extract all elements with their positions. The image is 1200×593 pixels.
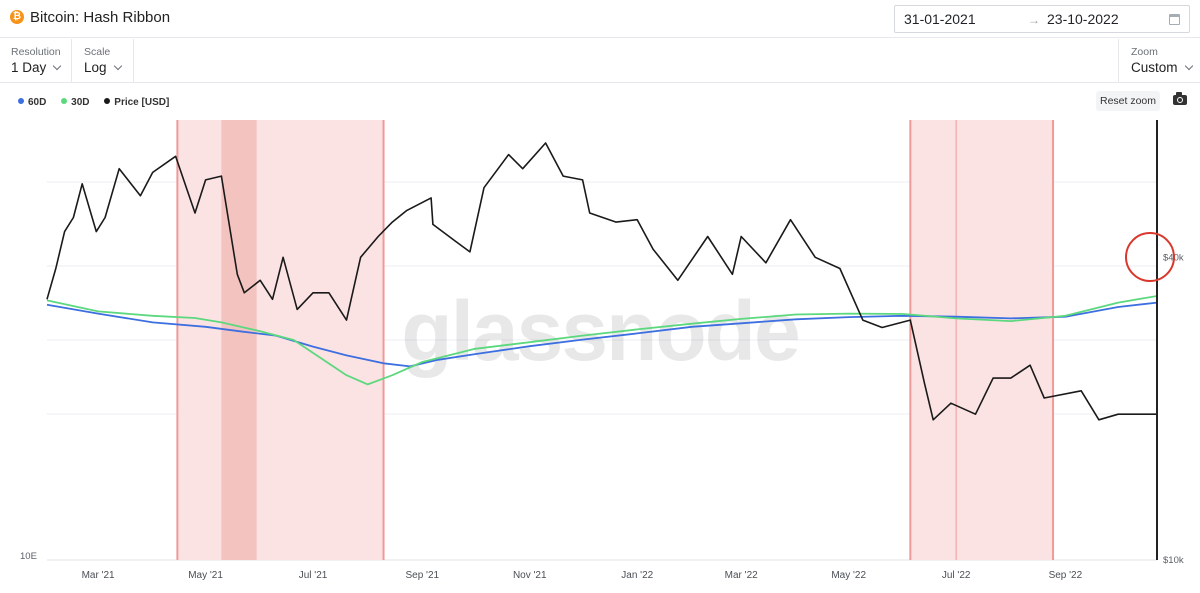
legend-dot [18,98,24,104]
header-bar: ₿ Bitcoin: Hash Ribbon 31-01-2021 → 23-1… [0,0,1200,38]
legend-item-price[interactable]: Price [USD] [104,97,169,108]
highlight-circle [1125,232,1175,282]
x-tick-label: Mar '22 [725,570,758,581]
x-tick-label: Mar '21 [82,570,115,581]
series-line-2 [46,142,1157,421]
x-tick-label: Sep '22 [1049,570,1083,581]
x-tick-label: Sep '21 [405,570,439,581]
legend-label: 60D [28,97,47,108]
shaded-regions [176,120,1055,560]
y-tick-label-right: $10k [1163,555,1184,566]
series-lines [46,142,1158,421]
divider [71,39,72,83]
annotations [1125,120,1175,560]
bitcoin-icon: ₿ [10,10,24,24]
zoom-label: Zoom [1131,46,1158,58]
divider [133,39,134,83]
divider [1118,39,1119,83]
x-tick-label: May '22 [831,570,866,581]
shaded-region [221,120,257,560]
x-tick-label: May '21 [188,570,223,581]
resolution-label: Resolution [11,46,61,58]
date-from-input[interactable]: 31-01-2021 [904,11,976,27]
legend-dot [104,98,111,104]
date-to-input[interactable]: 23-10-2022 [1047,11,1119,27]
scale-select[interactable]: Scale Log [84,39,132,83]
chart-legend: 60D 30D Price [USD] [18,97,181,108]
scale-label: Scale [84,46,111,58]
x-axis: Mar '21 May '21 Jul '21 Sep '21 Nov '21 Jan '… [82,570,1083,581]
arrow-right-icon: → [1028,13,1040,27]
watermark: glassnode [401,284,798,378]
camera-icon[interactable] [1173,92,1187,105]
scale-value: Log [84,60,107,75]
calendar-icon[interactable] [1169,14,1180,25]
x-tick-label: Jan '22 [621,570,653,581]
reset-zoom-button[interactable]: Reset zoom [1096,91,1160,111]
shaded-region [177,120,384,560]
series-line-1 [46,295,1158,386]
series-line-0 [46,301,1158,368]
page-title: Bitcoin: Hash Ribbon [30,9,171,26]
legend-item-30d[interactable]: 30D [61,97,90,108]
x-tick-label: Jul '21 [299,570,328,581]
legend-item-60d[interactable]: 60D [18,97,46,108]
resolution-value: 1 Day [11,60,47,75]
shaded-region [910,120,1054,560]
legend-label: 30D [71,97,90,108]
y-tick-label-left: 10E [20,551,37,562]
zoom-value: Custom [1131,60,1178,75]
legend-dot [61,98,68,104]
chart-controls: Resolution 1 Day Scale Log Zoom Custom [0,39,1200,83]
x-tick-label: Nov '21 [513,570,547,581]
x-tick-label: Jul '22 [942,570,971,581]
resolution-select[interactable]: Resolution 1 Day [11,39,71,83]
legend-label: Price [USD] [114,97,170,108]
date-range-picker[interactable]: 31-01-2021 → 23-10-2022 [894,5,1190,33]
zoom-select[interactable]: Zoom Custom [1131,39,1193,83]
